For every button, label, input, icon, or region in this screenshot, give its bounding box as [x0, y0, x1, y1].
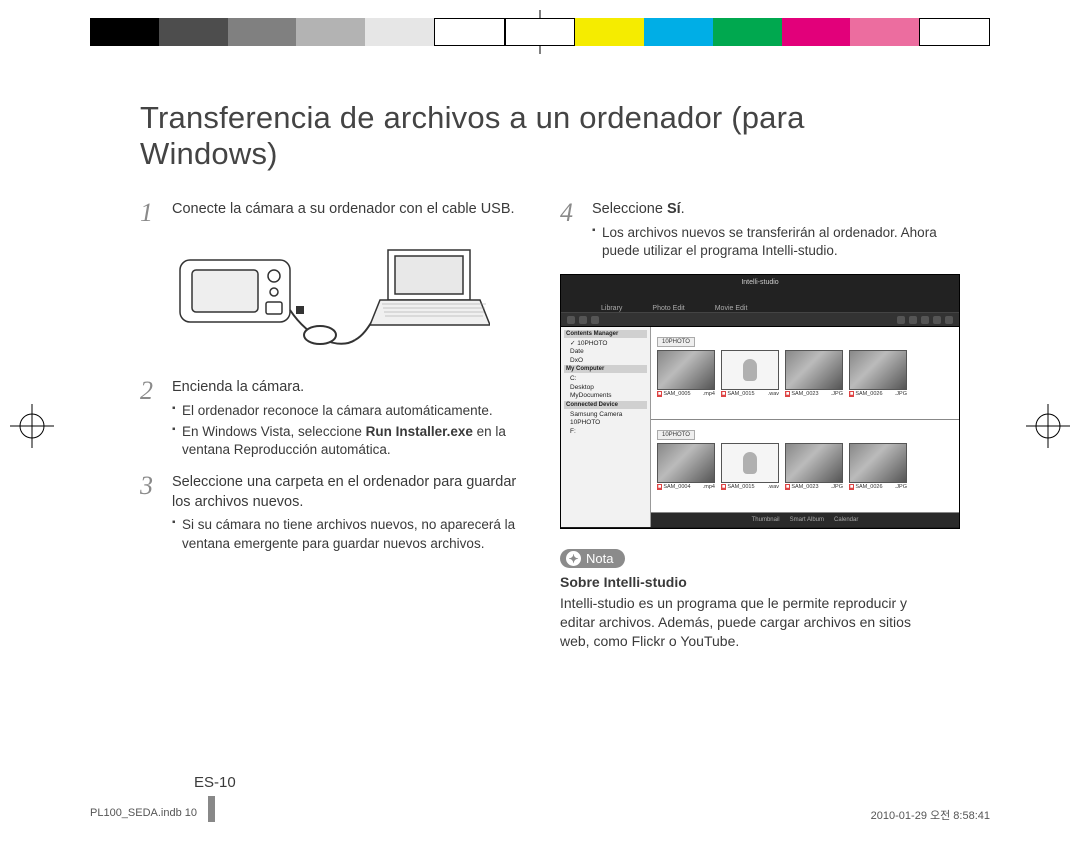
ss-footer: Thumbnail Smart Album Calendar	[651, 513, 959, 527]
footer-date: 2010-01-29 오전 8:58:41	[871, 807, 990, 823]
thumbnail: ■SAM_0023.JPG	[785, 443, 843, 490]
step-4: 4 Seleccione Sí. Los archivos nuevos se …	[560, 200, 940, 260]
step-number: 2	[140, 378, 160, 459]
reg-mark-left	[10, 404, 54, 448]
step-1: 1 Conecte la cámara a su ordenador con e…	[140, 200, 520, 226]
print-footer: PL100_SEDA.indb 10 2010-01-29 오전 8:58:41	[90, 807, 990, 823]
thumbnail: ■SAM_0023.JPG	[785, 350, 843, 397]
step-sub: El ordenador reconoce la cámara automáti…	[172, 402, 520, 420]
intelli-studio-screenshot: Intelli-studio Library Photo Edit Movie …	[560, 274, 960, 529]
step-3: 3 Seleccione una carpeta en el ordenador…	[140, 473, 520, 553]
footer-file: PL100_SEDA.indb 10	[90, 807, 197, 823]
thumbnail: ■SAM_0005.mp4	[657, 350, 715, 397]
plus-icon: ✦	[566, 551, 581, 566]
camera-laptop-illustration	[170, 240, 490, 360]
step-sub: Los archivos nuevos se transferirán al o…	[592, 224, 940, 260]
nota-badge: ✦ Nota	[560, 549, 625, 568]
step-sub: En Windows Vista, seleccione Run Install…	[172, 423, 520, 459]
step-sub: Si su cámara no tiene archivos nuevos, n…	[172, 516, 520, 552]
step-text: Seleccione Sí.	[592, 200, 940, 220]
step-text: Encienda la cámara.	[172, 378, 520, 398]
ss-toolbar	[561, 313, 959, 327]
reg-mark-right	[1026, 404, 1070, 448]
step-number: 4	[560, 200, 580, 260]
step-number: 3	[140, 473, 160, 553]
step-text: Seleccione una carpeta en el ordenador p…	[172, 473, 520, 512]
thumbnail: ■SAM_0026.JPG	[849, 443, 907, 490]
ss-panel-top: 10PHOTO ■SAM_0005.mp4■SAM_0015.wav■SAM_0…	[651, 327, 959, 420]
ss-sidebar: Contents Manager ✓ 10PHOTO Date DxO My C…	[561, 327, 651, 527]
step-text: Conecte la cámara a su ordenador con el …	[172, 200, 520, 220]
nota-subtitle: Sobre Intelli-studio	[560, 574, 940, 590]
nota-label: Nota	[586, 551, 613, 566]
page-number: ES-10	[194, 774, 236, 791]
ss-tab: Movie Edit	[715, 305, 748, 312]
thumbnail: ■SAM_0015.wav	[721, 350, 779, 397]
left-column: 1 Conecte la cámara a su ordenador con e…	[140, 200, 520, 651]
page-title: Transferencia de archivos a un ordenador…	[140, 100, 940, 172]
color-bar	[90, 18, 990, 46]
thumbnail: ■SAM_0026.JPG	[849, 350, 907, 397]
thumbnail: ■SAM_0015.wav	[721, 443, 779, 490]
page-content: Transferencia de archivos a un ordenador…	[140, 100, 940, 791]
nota-text: Intelli-studio es un programa que le per…	[560, 594, 940, 651]
app-title: Intelli-studio	[741, 279, 778, 286]
ss-tab: Library	[601, 305, 622, 312]
step-2: 2 Encienda la cámara. El ordenador recon…	[140, 378, 520, 459]
right-column: 4 Seleccione Sí. Los archivos nuevos se …	[560, 200, 940, 651]
ss-tab: Photo Edit	[652, 305, 684, 312]
step-number: 1	[140, 200, 160, 226]
thumbnail: ■SAM_0004.mp4	[657, 443, 715, 490]
ss-panel-bottom: 10PHOTO ■SAM_0004.mp4■SAM_0015.wav■SAM_0…	[651, 420, 959, 513]
nota-section: ✦ Nota Sobre Intelli-studio Intelli-stud…	[560, 549, 940, 651]
